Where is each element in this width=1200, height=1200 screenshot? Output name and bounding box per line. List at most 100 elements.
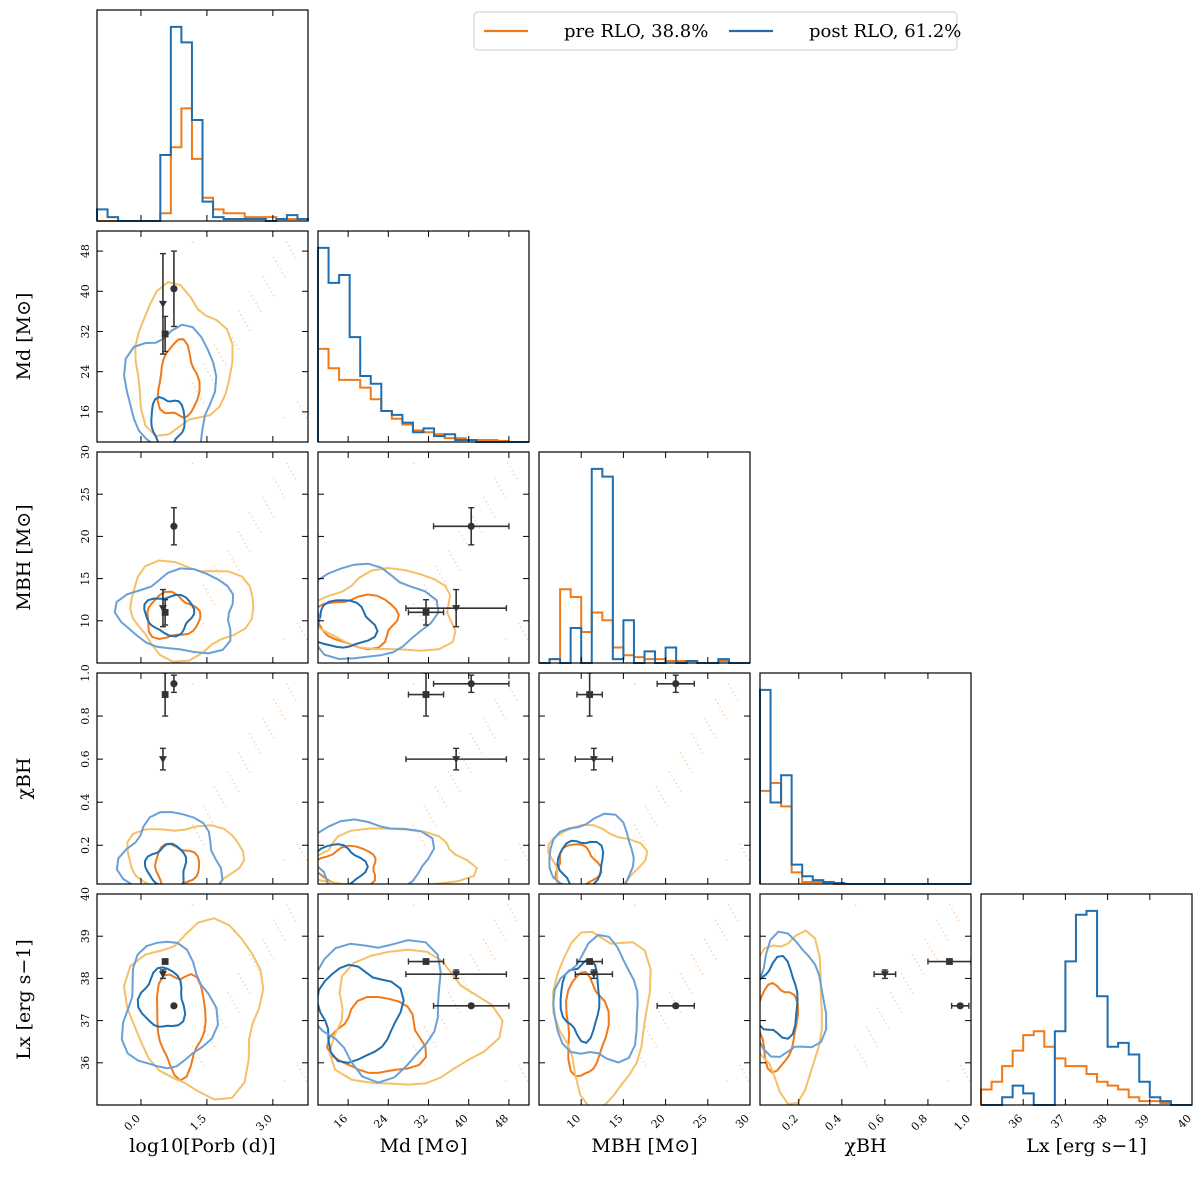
scatter-speck xyxy=(896,1003,898,1006)
scatter-speck xyxy=(211,599,214,602)
scatter-speck xyxy=(949,904,951,906)
scatter-speck xyxy=(706,942,708,945)
scatter-speck xyxy=(198,615,200,617)
scatter-speck xyxy=(233,782,235,785)
contour-post-outer xyxy=(552,933,639,1064)
scatter-speck xyxy=(248,771,251,773)
scatter-speck xyxy=(855,904,857,906)
panels: 36 37 38 39 40162432404810152025300.20.40.60… xyxy=(79,9,1194,1133)
scatter-speck xyxy=(202,401,205,404)
scatter-speck xyxy=(443,580,445,583)
scatter-speck xyxy=(211,1041,214,1044)
scatter-speck xyxy=(504,717,507,720)
scatter-speck xyxy=(690,733,693,735)
observation-triangle xyxy=(873,969,897,980)
obs-marker-triangle xyxy=(158,605,167,613)
scatter-speck xyxy=(292,474,295,476)
scatter-speck xyxy=(452,778,454,781)
contour-logP-chi-ytick-label: 0.8 xyxy=(79,707,92,725)
scatter-speck xyxy=(441,1019,443,1021)
scatter-speck xyxy=(725,859,728,861)
scatter-speck xyxy=(220,577,222,579)
scatter-speck xyxy=(240,314,242,316)
scatter-speck xyxy=(432,1041,435,1044)
scatter-speck xyxy=(500,710,502,712)
scatter-speck xyxy=(675,782,677,785)
contour-logP-MBH-frame xyxy=(96,451,309,664)
scatter-speck xyxy=(708,725,710,727)
scatter-speck xyxy=(251,295,253,297)
scatter-speck xyxy=(200,1061,203,1063)
scatter-speck xyxy=(905,980,907,983)
scatter-speck xyxy=(209,375,211,377)
scatter-speck xyxy=(502,714,505,716)
hist-panel-MBH xyxy=(538,451,751,664)
scatter-speck xyxy=(474,740,476,743)
scatter-speck xyxy=(666,805,669,808)
scatter-speck xyxy=(434,824,437,827)
scatter-speck xyxy=(445,584,448,587)
scatter-speck xyxy=(704,938,706,941)
scatter-speck xyxy=(518,622,520,625)
obs-marker-square xyxy=(422,958,430,965)
scatter-speck xyxy=(655,824,658,827)
scatter-speck xyxy=(297,843,299,846)
contour-post-outer xyxy=(760,930,828,1058)
scatter-speck xyxy=(454,1003,456,1006)
scatter-speck xyxy=(717,702,719,704)
scatter-speck xyxy=(509,687,511,689)
contour-post-outer xyxy=(548,812,635,884)
scatter-speck xyxy=(640,836,642,838)
contour-Md-Lx-xtick-label: 40 xyxy=(452,1112,471,1131)
scatter-speck xyxy=(642,840,645,842)
scatter-speck xyxy=(946,938,949,941)
contour-panel-MBH-chi xyxy=(538,672,751,885)
scatter-speck xyxy=(743,1072,745,1074)
observation-triangle xyxy=(405,588,508,628)
scatter-speck xyxy=(467,767,470,769)
scatter-speck xyxy=(248,550,251,552)
scatter-speck xyxy=(283,717,286,720)
observation-square xyxy=(576,673,603,717)
scatter-speck xyxy=(511,470,513,472)
scatter-speck xyxy=(634,683,636,685)
scatter-speck xyxy=(684,759,686,762)
scatter-speck xyxy=(461,756,463,758)
scatter-speck xyxy=(857,1049,859,1051)
scatter-speck xyxy=(739,843,741,846)
scatter-speck xyxy=(227,550,229,552)
scatter-speck xyxy=(669,992,671,994)
contour-post-inner xyxy=(556,839,605,884)
scatter-speck xyxy=(504,938,507,941)
scatter-speck xyxy=(496,481,498,483)
scatter-speck xyxy=(472,958,474,960)
scatter-speck xyxy=(494,919,496,922)
scatter-speck xyxy=(660,794,662,796)
scatter-speck xyxy=(445,805,448,808)
contour-logP-Md-ytick-label: 48 xyxy=(79,244,92,258)
scatter-speck xyxy=(465,984,467,987)
contour-panel-MBH-Lx: 10 15 20 25 30 xyxy=(538,893,752,1131)
scatter-speck xyxy=(202,805,205,808)
hist-panel-logP xyxy=(96,9,309,222)
scatter-speck xyxy=(736,698,739,701)
scatter-speck xyxy=(277,264,279,266)
contour-pre-outer xyxy=(547,823,649,884)
scatter-speck xyxy=(305,859,308,861)
scatter-speck xyxy=(666,1026,669,1029)
scatter-speck xyxy=(865,1064,868,1067)
scatter-speck xyxy=(248,329,251,331)
scatter-speck xyxy=(522,1072,524,1074)
scatter-speck xyxy=(944,935,947,937)
scatter-speck xyxy=(743,851,745,853)
scatter-speck xyxy=(290,691,292,693)
scatter-speck xyxy=(732,912,734,914)
scatter-speck xyxy=(209,817,211,819)
scatter-speck xyxy=(207,813,209,815)
scatter-speck xyxy=(487,946,489,948)
scatter-speck xyxy=(931,950,933,952)
scatter-speck xyxy=(423,584,426,587)
scatter-speck xyxy=(524,855,526,857)
scatter-speck xyxy=(292,695,295,697)
